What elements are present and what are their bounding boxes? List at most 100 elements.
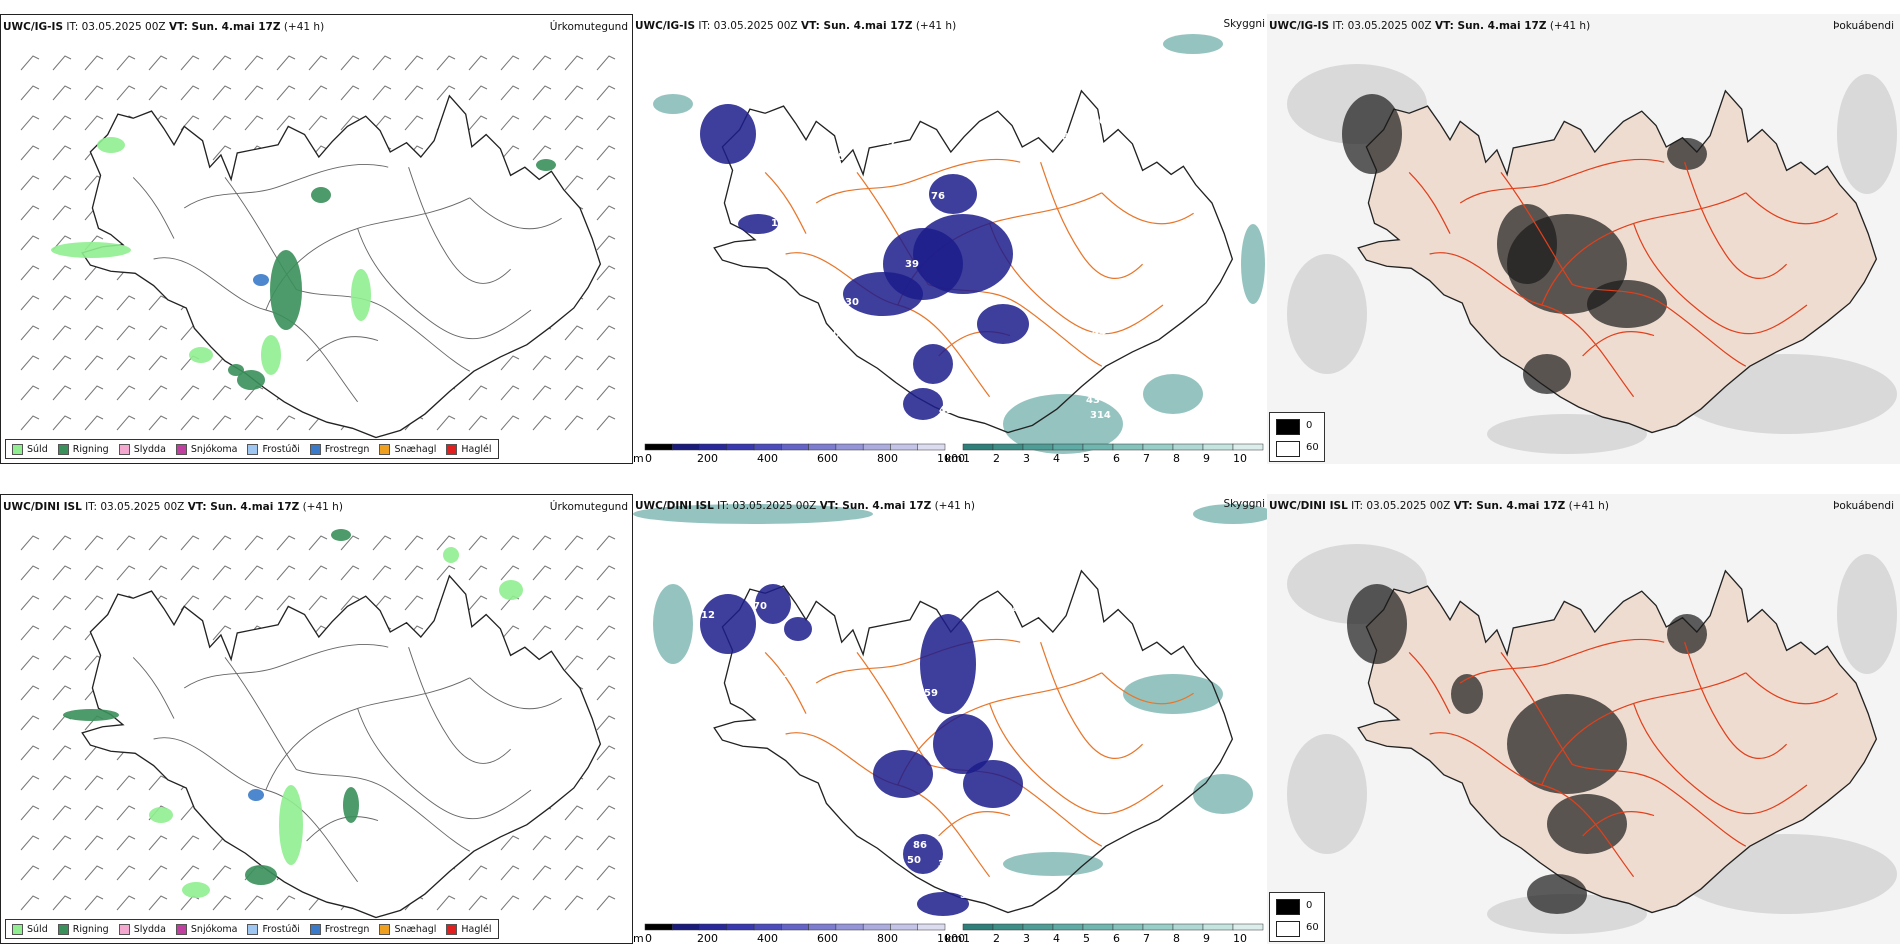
precip-area xyxy=(189,347,213,363)
fog-dark-area xyxy=(1667,138,1707,170)
visibility-tick: 9 xyxy=(1203,452,1210,464)
wind-barb xyxy=(501,566,519,580)
ceiling-bin xyxy=(809,924,836,930)
wind-barb xyxy=(21,206,39,220)
fog-legend-min: 0 xyxy=(1306,420,1312,431)
wind-barb xyxy=(373,536,391,550)
wind-barb xyxy=(149,296,167,310)
low-visibility-area xyxy=(1143,374,1203,414)
valid-time: Sun. 4.mai 17Z xyxy=(188,21,281,33)
wind-barb xyxy=(21,566,39,580)
visibility-bin xyxy=(963,444,993,450)
panel-title: Þokuábendi xyxy=(1833,20,1894,32)
visibility-tick: 4 xyxy=(1053,932,1060,944)
wind-barb xyxy=(533,896,551,910)
wind-barb xyxy=(597,746,615,760)
wind-barb xyxy=(117,866,135,880)
wind-barb xyxy=(405,566,423,580)
visibility-bin xyxy=(1023,444,1053,450)
wind-barb xyxy=(597,896,615,910)
wind-barb xyxy=(53,326,71,340)
wind-barb xyxy=(309,56,327,70)
wind-barb xyxy=(53,416,71,430)
fog-legend-dark-swatch xyxy=(1276,419,1300,435)
visibility-unit: km xyxy=(945,932,962,944)
wind-barb xyxy=(501,386,519,400)
visibility-panel-1: 55 40 14 55 54 44 30 36 9 78 78 96 35 50 52 39 45 51 38 47 4… xyxy=(633,14,1267,464)
init-time: IT: 03.05.2025 00Z xyxy=(63,21,169,33)
low-ceiling-area xyxy=(784,617,812,641)
precip-legend-label: Snæhagl xyxy=(394,444,436,455)
wind-barb xyxy=(277,536,295,550)
run-header: UWC/IG-IS IT: 03.05.2025 00Z VT: Sun. 4.… xyxy=(3,21,324,33)
fog-legend-min: 0 xyxy=(1306,900,1312,911)
wind-barb xyxy=(213,116,231,130)
ceiling-areas xyxy=(700,104,1029,420)
visibility-label: 52 xyxy=(960,890,974,901)
visibility-label: 96 xyxy=(1045,294,1059,305)
visibility-map-2: 5186591210848505510345678495241681353557… xyxy=(633,494,1267,944)
precip-area xyxy=(237,370,265,390)
visibility-label: 70 xyxy=(753,601,767,612)
fog-panel-1: UWC/IG-IS IT: 03.05.2025 00Z VT: Sun. 4.… xyxy=(1267,14,1900,464)
visibility-label: 54 xyxy=(851,244,865,255)
precip-area xyxy=(536,159,556,171)
wind-barb xyxy=(85,296,103,310)
precip-legend-swatch xyxy=(58,924,69,935)
wind-barb xyxy=(21,116,39,130)
wind-barb xyxy=(341,86,359,100)
wind-barb xyxy=(533,416,551,430)
wind-barb xyxy=(533,626,551,640)
low-ceiling-area xyxy=(963,760,1023,808)
wind-barb xyxy=(149,356,167,370)
wind-barb xyxy=(341,566,359,580)
init-time: IT: 03.05.2025 00Z xyxy=(695,20,801,32)
wind-barb xyxy=(149,416,167,430)
ceiling-bin xyxy=(754,924,781,930)
wind-barb xyxy=(469,536,487,550)
wind-barb xyxy=(85,536,103,550)
ceiling-tick: 0 xyxy=(645,452,652,464)
visibility-label: 40 xyxy=(1085,210,1099,221)
wind-barb xyxy=(341,56,359,70)
panel-title: Þokuábendi xyxy=(1833,500,1894,512)
low-ceiling-area xyxy=(913,214,1013,294)
precip-legend-label: Súld xyxy=(27,444,48,455)
fog-map-1 xyxy=(1267,14,1900,464)
visibility-label: 35 xyxy=(1029,197,1043,208)
visibility-tick: 8 xyxy=(1173,932,1180,944)
visibility-bin xyxy=(1143,924,1173,930)
valid-time: Sun. 4.mai 17Z xyxy=(820,20,913,32)
visibility-label: 49 xyxy=(886,869,900,880)
wind-barb xyxy=(245,896,263,910)
wind-barb xyxy=(21,146,39,160)
wind-barb xyxy=(565,896,583,910)
visibility-label: 55 xyxy=(734,775,748,786)
wind-barb xyxy=(597,866,615,880)
precip-area xyxy=(245,865,277,885)
visibility-tick: 10 xyxy=(1233,452,1247,464)
visibility-label: 67 xyxy=(1097,249,1111,260)
precip-legend-item: Frostúði xyxy=(247,924,299,935)
panel-title: Skyggni xyxy=(1224,18,1266,30)
wind-barb xyxy=(309,596,327,610)
wind-barb xyxy=(437,86,455,100)
wind-barb xyxy=(21,326,39,340)
wind-barb xyxy=(501,866,519,880)
ceiling-unit: m xyxy=(633,452,644,464)
precip-legend-label: Slydda xyxy=(134,924,166,935)
wind-barb xyxy=(21,776,39,790)
wind-barb xyxy=(21,356,39,370)
ceiling-tick: 600 xyxy=(817,932,838,944)
wind-barb xyxy=(533,596,551,610)
wind-barb xyxy=(181,536,199,550)
lead-time: (+41 h) xyxy=(1565,500,1609,512)
visibility-tick: 4 xyxy=(1053,452,1060,464)
wind-barb xyxy=(597,146,615,160)
wind-barb xyxy=(277,56,295,70)
visibility-bin xyxy=(1233,924,1263,930)
fog-dark-area xyxy=(1527,874,1587,914)
wind-barb xyxy=(21,86,39,100)
visibility-label: 51 xyxy=(703,209,717,220)
wind-barb xyxy=(53,56,71,70)
